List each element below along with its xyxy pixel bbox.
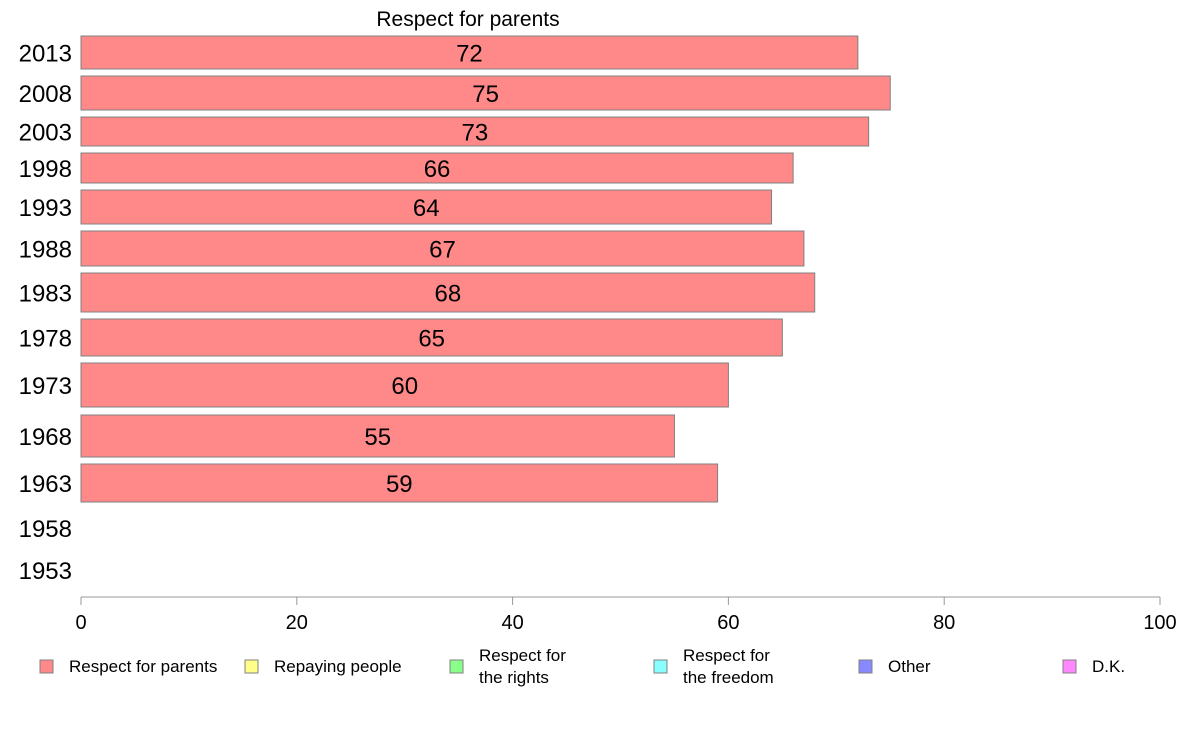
legend-swatch-6 xyxy=(1062,659,1077,674)
year-label-1968: 1968 xyxy=(19,424,72,451)
legend-label-1: Respect for parents xyxy=(69,657,217,676)
x-tick-label-80: 80 xyxy=(933,612,955,634)
bar-value-label-1998: 66 xyxy=(424,156,451,183)
legend-label-2: Repaying people xyxy=(274,657,402,676)
year-label-1958: 1958 xyxy=(19,516,72,543)
bar-value-label-1988: 67 xyxy=(429,237,456,264)
bar-1963 xyxy=(80,463,719,503)
year-label-1988: 1988 xyxy=(19,237,72,264)
bar-value-label-2013: 72 xyxy=(456,41,483,68)
year-label-1963: 1963 xyxy=(19,471,72,498)
legend-swatch-5 xyxy=(858,659,873,674)
bar-value-label-1973: 60 xyxy=(391,373,418,400)
x-axis: 0 20 40 60 80 100 xyxy=(75,596,1177,634)
x-tick-label-0: 0 xyxy=(75,612,86,634)
legend-label-3: Respect for the rights xyxy=(479,646,566,687)
bar-1988 xyxy=(80,230,805,267)
legend-swatch-4 xyxy=(653,659,668,674)
year-label-1953: 1953 xyxy=(19,558,72,585)
bar-value-label-1983: 68 xyxy=(435,281,462,308)
x-tick-label-100: 100 xyxy=(1143,612,1176,634)
bar-value-label-1993: 64 xyxy=(413,195,440,222)
bar-2008 xyxy=(80,75,891,111)
legend-label-6: D.K. xyxy=(1092,657,1125,676)
bar-1983 xyxy=(80,272,816,313)
year-label-2008: 2008 xyxy=(19,81,72,108)
year-label-1978: 1978 xyxy=(19,326,72,353)
x-tick-label-60: 60 xyxy=(717,612,739,634)
x-tick-label-40: 40 xyxy=(501,612,523,634)
bar-value-label-1968: 55 xyxy=(364,424,391,451)
year-label-1993: 1993 xyxy=(19,195,72,222)
legend-swatch-1 xyxy=(39,659,54,674)
bar-value-label-2008: 75 xyxy=(472,81,499,108)
legend-swatch-3 xyxy=(449,659,464,674)
year-label-2003: 2003 xyxy=(19,120,72,147)
bar-value-label-1963: 59 xyxy=(386,471,413,498)
year-label-2013: 2013 xyxy=(19,41,72,68)
bar-value-label-2003: 73 xyxy=(461,120,488,147)
bar-1998 xyxy=(80,152,794,184)
legend-swatch-2 xyxy=(244,659,259,674)
x-tick-label-20: 20 xyxy=(286,612,308,634)
year-label-1998: 1998 xyxy=(19,156,72,183)
legend-label-5: Other xyxy=(888,657,931,676)
bar-2003 xyxy=(80,116,870,147)
legend: Respect for parents Repaying people Respec… xyxy=(39,646,1125,687)
year-label-1973: 1973 xyxy=(19,373,72,400)
bar-2013 xyxy=(80,35,859,70)
bar-1993 xyxy=(80,189,773,225)
legend-label-4: Respect for the freedom xyxy=(683,646,774,687)
year-label-1983: 1983 xyxy=(19,281,72,308)
bar-1968 xyxy=(80,414,675,458)
bar-1978 xyxy=(80,318,783,357)
year-labels: 2013 2008 2003 1998 1993 1988 1983 1978 1973 1968… xyxy=(19,41,72,586)
bar-1973 xyxy=(80,362,729,408)
bar-value-label-1978: 65 xyxy=(418,326,445,353)
chart-title: Respect for parents xyxy=(376,8,559,31)
